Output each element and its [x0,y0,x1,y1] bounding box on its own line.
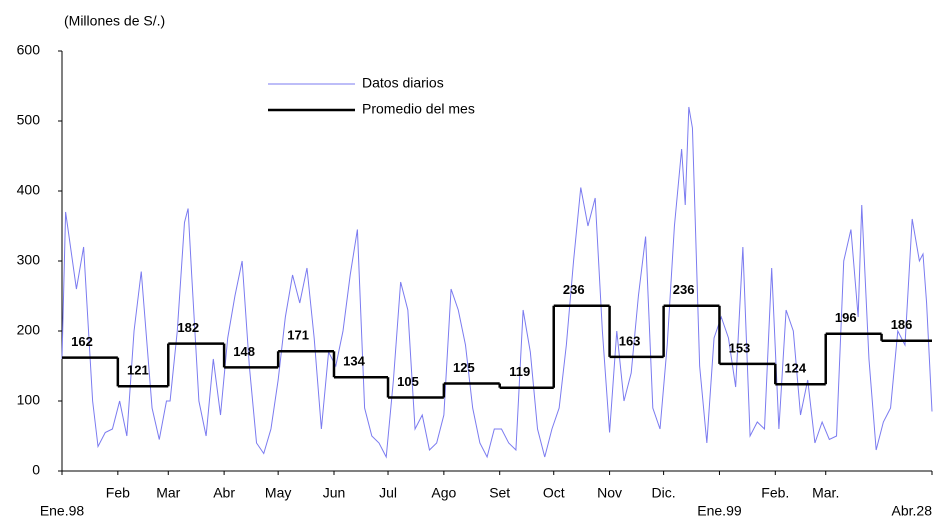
data-label: 186 [891,317,913,332]
x-tick-label: Ago [431,485,456,501]
y-tick-label: 500 [17,112,41,128]
y-tick-label: 400 [17,182,41,198]
x-tick-label: Abr [213,485,235,501]
data-label: 163 [619,333,641,348]
x-tick-label: Ene.98 [40,503,85,519]
data-label: 124 [784,361,806,376]
x-tick-label: Ene.99 [697,503,742,519]
x-tick-label: Jul [379,485,397,501]
x-tick-label: Mar [156,485,180,501]
y-tick-label: 600 [17,42,41,58]
x-tick-label: Abr.28 [892,503,933,519]
x-tick-label: Oct [543,485,565,501]
x-tick-label: Feb. [761,485,789,501]
x-tick-label: Mar. [812,485,839,501]
legend-label: Promedio del mes [362,101,475,117]
y-tick-label: 0 [32,462,40,478]
data-label: 134 [343,354,365,369]
y-tick-label: 300 [17,252,41,268]
x-tick-label: Jun [323,485,346,501]
data-label: 121 [127,363,149,378]
x-tick-label: Nov [597,485,622,501]
data-label: 153 [729,340,751,355]
x-tick-label: Set [489,485,510,501]
data-label: 236 [563,282,585,297]
data-label: 105 [397,374,419,389]
data-label: 182 [177,320,199,335]
x-tick-label: Dic. [652,485,676,501]
y-axis-title: (Millones de S/.) [64,13,165,29]
x-tick-label: May [265,485,291,501]
data-label: 171 [287,328,309,343]
data-label: 196 [835,310,857,325]
y-tick-label: 200 [17,322,41,338]
legend-label: Datos diarios [362,75,444,91]
data-label: 119 [509,364,530,379]
data-label: 236 [673,282,695,297]
data-label: 148 [233,344,255,359]
x-tick-label: Feb [106,485,130,501]
y-tick-label: 100 [17,392,41,408]
daily-line [61,106,933,459]
data-label: 125 [453,360,475,375]
data-label: 162 [71,334,93,349]
